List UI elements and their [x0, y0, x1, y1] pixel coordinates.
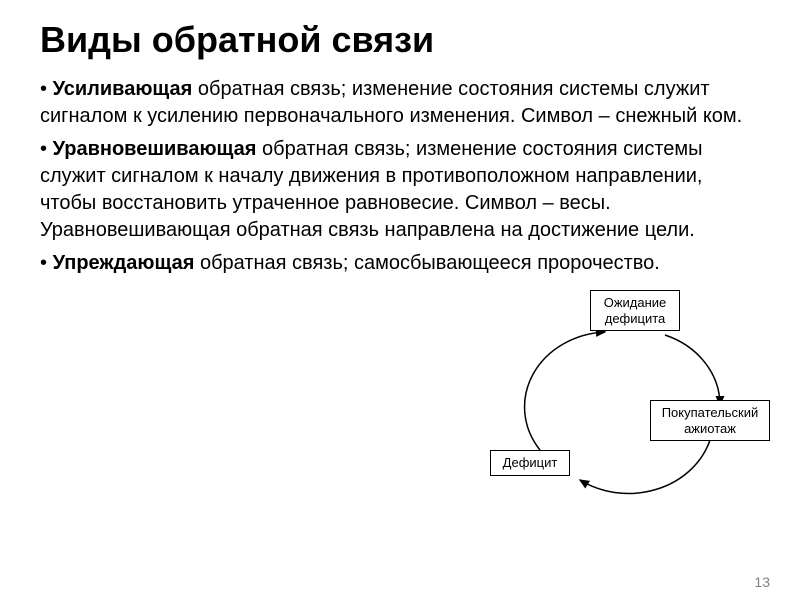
- bullet-3-label: Упреждающая: [53, 252, 195, 274]
- slide-title: Виды обратной связи: [40, 20, 760, 60]
- body-text: • Усиливающая обратная связь; изменение …: [40, 76, 760, 277]
- bullet-3-text: обратная связь; самосбывающееся пророчес…: [194, 252, 659, 274]
- feedback-cycle-diagram: Ожидание дефицита Покупательский ажиотаж…: [490, 290, 770, 520]
- node-deficit: Дефицит: [490, 450, 570, 476]
- bullet-2-label: Уравновешивающая: [53, 138, 257, 160]
- node-demand: Покупательский ажиотаж: [650, 400, 770, 441]
- slide-container: Виды обратной связи • Усиливающая обратн…: [0, 0, 800, 600]
- bullet-1-label: Усиливающая: [53, 78, 193, 100]
- bullet-3: • Упреждающая обратная связь; самосбываю…: [40, 250, 760, 277]
- node-expectation: Ожидание дефицита: [590, 290, 680, 331]
- bullet-2: • Уравновешивающая обратная связь; измен…: [40, 136, 760, 244]
- page-number: 13: [754, 574, 770, 590]
- bullet-1: • Усиливающая обратная связь; изменение …: [40, 76, 760, 130]
